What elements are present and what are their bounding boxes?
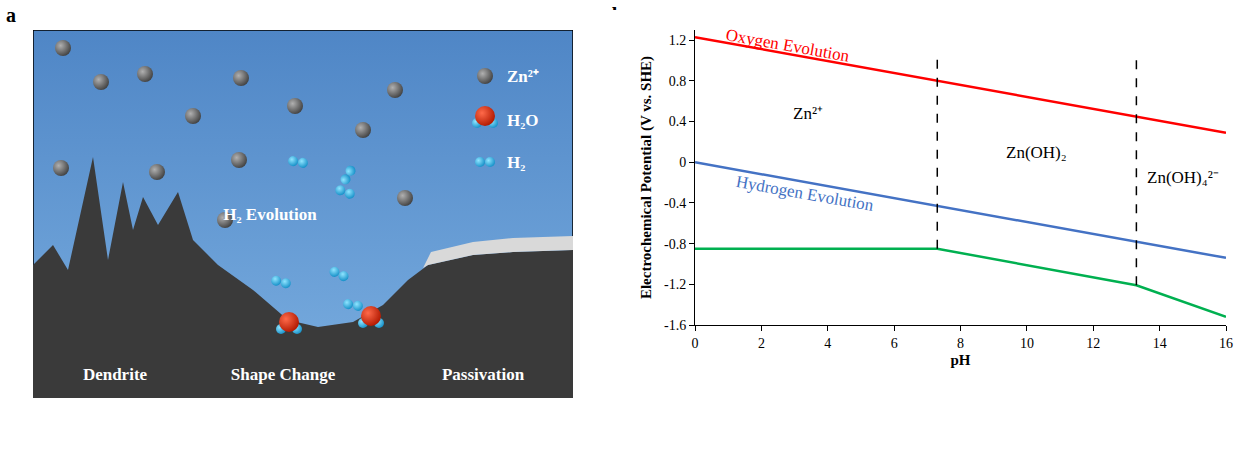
svg-text:Zn²⁺: Zn²⁺: [507, 67, 539, 86]
svg-text:8: 8: [957, 336, 964, 351]
svg-text:0.8: 0.8: [669, 74, 687, 89]
html-text:b: b: [612, 4, 624, 26]
svg-text:Oxygen Evolution: Oxygen Evolution: [724, 25, 851, 66]
svg-text:0.4: 0.4: [669, 114, 687, 129]
svg-text:6: 6: [891, 336, 898, 351]
svg-text:2: 2: [758, 336, 765, 351]
svg-text:12: 12: [1086, 336, 1100, 351]
svg-text:0: 0: [692, 336, 699, 351]
svg-text:-1.2: -1.2: [664, 277, 686, 292]
svg-text:Electrochemical Potential (V v: Electrochemical Potential (V vs. SHE): [638, 56, 655, 299]
svg-text:Passivation: Passivation: [442, 365, 525, 384]
svg-text:Zn(OH)₂: Zn(OH)₂: [1006, 143, 1067, 162]
svg-text:10: 10: [1020, 336, 1034, 351]
svg-text:H₂: H₂: [507, 153, 525, 172]
svg-text:-0.8: -0.8: [664, 237, 686, 252]
svg-text:16: 16: [1219, 336, 1233, 351]
svg-text:1.2: 1.2: [669, 33, 687, 48]
svg-text:Shape Change: Shape Change: [231, 365, 336, 384]
svg-text:Zn(OH)₄²⁻: Zn(OH)₄²⁻: [1147, 168, 1219, 187]
svg-text:H₂O: H₂O: [507, 111, 539, 130]
svg-text:Zn²⁺: Zn²⁺: [793, 104, 823, 123]
svg-text:-0.4: -0.4: [664, 196, 686, 211]
svg-text:H₂ Evolution: H₂ Evolution: [223, 205, 317, 224]
svg-text:14: 14: [1153, 336, 1167, 351]
svg-text:Hydrogen Evolution: Hydrogen Evolution: [734, 172, 875, 215]
html-text:a: a: [6, 4, 16, 26]
svg-text:4: 4: [824, 336, 831, 351]
svg-text:-1.6: -1.6: [664, 318, 686, 333]
svg-text:Dendrite: Dendrite: [83, 365, 148, 384]
svg-text:0: 0: [679, 155, 686, 170]
svg-text:pH: pH: [950, 352, 970, 368]
